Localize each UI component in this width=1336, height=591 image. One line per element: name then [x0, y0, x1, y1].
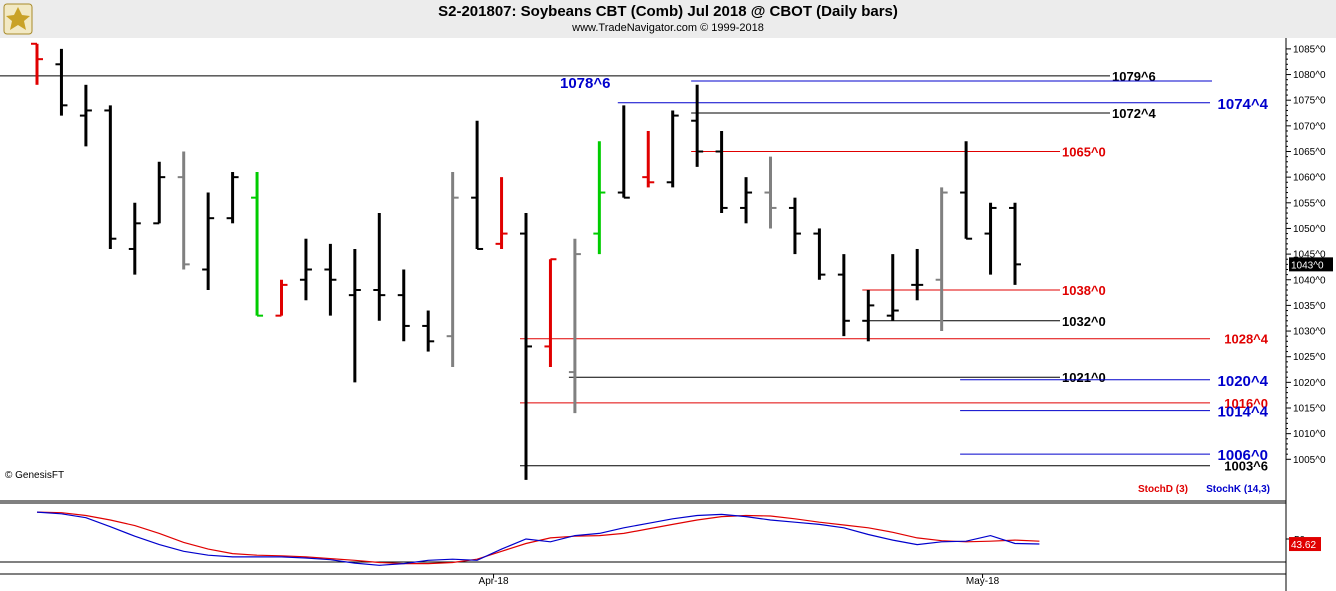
- y-tick-label: 1085^0: [1293, 44, 1326, 55]
- ohlc-bar: [764, 156, 777, 229]
- y-tick-label: 1080^0: [1293, 70, 1326, 81]
- y-tick-label: 1050^0: [1293, 224, 1326, 235]
- ohlc-bar: [544, 258, 557, 367]
- ohlc-bar: [788, 197, 801, 255]
- ohlc-bar: [348, 248, 361, 383]
- ohlc-bar: [715, 130, 728, 214]
- ohlc-bar: [299, 238, 312, 301]
- ohlc-bar: [397, 269, 410, 342]
- level-label: 1016^0: [1224, 396, 1268, 411]
- price-plot-area: [0, 38, 1286, 500]
- ohlc-bar: [1009, 202, 1021, 285]
- ohlc-bar: [275, 279, 288, 317]
- level-label: 1020^4: [1218, 373, 1269, 390]
- x-tick-label: May-18: [966, 576, 1000, 587]
- ohlc-bar: [691, 84, 704, 167]
- y-tick-label: 1060^0: [1293, 173, 1326, 184]
- ohlc-bar: [373, 213, 386, 321]
- time-axis: Apr-18 May-18: [479, 574, 1000, 587]
- ohlc-bar: [642, 130, 655, 188]
- current-price-box: [1289, 257, 1333, 272]
- level-label: 1021^0: [1062, 370, 1106, 385]
- ohlc-bar: [495, 177, 508, 249]
- x-tick-label: Apr-18: [479, 576, 509, 587]
- ohlc-bar: [911, 248, 924, 301]
- level-label: 1072^4: [1112, 106, 1157, 121]
- y-tick-label: 1065^0: [1293, 147, 1326, 158]
- ohlc-bar: [128, 202, 141, 275]
- ohlc-bar: [177, 151, 190, 270]
- level-label: 1006^0: [1218, 447, 1268, 464]
- ohlc-bar: [55, 48, 68, 116]
- y-tick-label: 1025^0: [1293, 352, 1326, 363]
- chart-header: [0, 0, 1336, 38]
- y-tick-label: 1055^0: [1293, 198, 1326, 209]
- ohlc-bar: [153, 161, 166, 225]
- osc-value-box: [1289, 537, 1321, 552]
- ohlc-bar: [666, 110, 679, 188]
- ohlc-bar: [837, 254, 850, 337]
- ohlc-bar: [520, 213, 532, 480]
- genesis-logo-icon: [3, 3, 33, 35]
- y-tick-label: 1015^0: [1293, 404, 1326, 415]
- ohlc-bar: [886, 254, 899, 321]
- level-label: 1032^0: [1062, 314, 1106, 329]
- price-axis: 1005^0 1010^0 1015^0 1020^0 1025^0 1030^0 1035…: [1286, 44, 1333, 466]
- y-tick-label: 1040^0: [1293, 275, 1326, 286]
- ohlc-bar: [251, 172, 264, 317]
- chart-frame: [0, 38, 1287, 591]
- ohlc-bar: [740, 177, 753, 224]
- watermark: © GenesisFT: [5, 470, 64, 481]
- stoch-line: [36, 511, 1040, 565]
- ohlc-bar: [446, 172, 459, 367]
- ohlc-bar: [104, 105, 117, 249]
- level-label: 1028^4: [1224, 332, 1269, 347]
- y-tick-label: 1005^0: [1293, 455, 1326, 466]
- level-label: 1003^6: [1224, 459, 1268, 474]
- y-tick-label: 1020^0: [1293, 378, 1326, 389]
- ohlc-bar: [422, 310, 435, 352]
- ohlc-bar: [202, 192, 215, 291]
- y-tick-label: 1035^0: [1293, 301, 1326, 312]
- chart-title: S2-201807: Soybeans CBT (Comb) Jul 2018 …: [438, 3, 898, 20]
- stochk-legend: StochK (14,3): [1206, 484, 1270, 495]
- y-tick-label: 1030^0: [1293, 327, 1326, 338]
- level-label: 1065^0: [1062, 145, 1106, 160]
- level-label: 1074^4: [1218, 96, 1269, 113]
- stochastic-panel: StochD (3)StochK (14,3)5043.62: [36, 484, 1321, 566]
- y-tick-label: 1075^0: [1293, 96, 1326, 107]
- ohlc-bar: [960, 141, 973, 240]
- stochd-legend: StochD (3): [1138, 484, 1188, 495]
- ohlc-bar: [935, 187, 948, 332]
- y-tick-label: 1010^0: [1293, 429, 1326, 440]
- ohlc-bar: [617, 105, 630, 199]
- ohlc-bar: [862, 290, 875, 342]
- level-label: 1078^6: [560, 75, 610, 92]
- current-price-label: 1043^0: [1291, 260, 1324, 271]
- ohlc-bar: [31, 42, 43, 85]
- ohlc-bar: [79, 84, 92, 147]
- ohlc-bar: [593, 141, 606, 255]
- ohlc-bars: [31, 42, 1021, 480]
- level-lines: 1079^6 1078^6 1074^4 1072^4 1065^0 1038^0 1032…: [0, 69, 1269, 474]
- ohlc-bar: [226, 172, 239, 224]
- y-tick-label: 1045^0: [1293, 250, 1326, 261]
- level-label: 1079^6: [1112, 69, 1156, 84]
- ohlc-bar: [984, 202, 997, 275]
- level-label: 1014^4: [1218, 404, 1269, 421]
- osc-value-label: 43.62: [1291, 540, 1316, 551]
- level-label: 1038^0: [1062, 283, 1106, 298]
- ohlc-bar: [471, 120, 484, 250]
- ohlc-bar: [813, 228, 826, 280]
- stoch-line: [36, 511, 1040, 566]
- ohlc-bar: [324, 243, 337, 316]
- y-tick-label: 1070^0: [1293, 121, 1326, 132]
- chart-subtitle: www.TradeNavigator.com © 1999-2018: [572, 22, 764, 34]
- ohlc-bar: [568, 238, 581, 414]
